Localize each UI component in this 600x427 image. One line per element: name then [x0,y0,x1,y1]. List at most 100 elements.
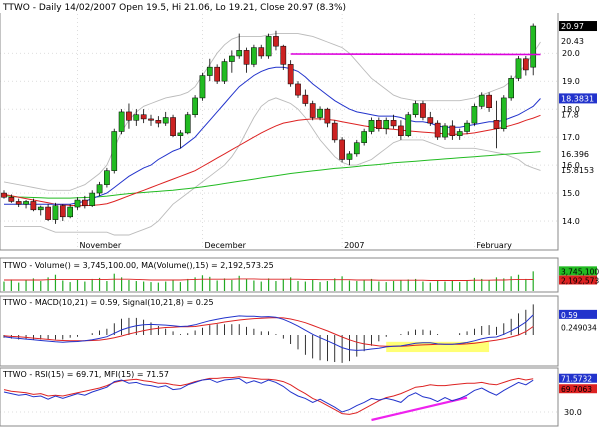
price-panel: 14.0 15.0 16.0 17.0 18.0 19.0 20.0 November Dec… [0,0,597,251]
candle-body [515,58,522,79]
macd-value-label: 0.59 [561,311,578,320]
candle-body [331,122,338,141]
candle-body [339,139,345,160]
price-info: Daily 14/02/2007 Open 19.5, Hi 21.06, Lo… [39,3,346,13]
rsi-value-label: 69.7063 [561,385,592,394]
candle-body [493,120,500,129]
candle-body [295,83,301,96]
mfi-label-bg [559,373,597,383]
candle-body [170,117,176,136]
candle-body [243,50,250,65]
rsi-divergence-segment [371,396,468,422]
price-tick-label: 19.0 [562,77,580,86]
candle-body [229,55,235,62]
candle-body [361,131,367,143]
candle-body [104,170,110,185]
price-value-labels: 20.97 20.43 18.3831 17.8 16.396 15.8153 [559,21,597,175]
macd-panel: 0.59 0.249034 TTWO - MACD(10,21) = 0.59, … [0,295,597,367]
candle-body [405,114,412,136]
price-tick-label: 14.0 [562,217,580,226]
price-tick-label: 20.0 [562,49,580,58]
candle-body [133,114,140,121]
candle-body [214,66,221,82]
candlesticks [1,23,537,224]
candle-body [464,122,470,132]
value-label-bg [559,93,597,104]
x-axis-label: 2007 [344,241,364,250]
bollinger-upper-line [3,33,541,191]
value-label: 18.3831 [561,94,594,103]
price-tick-label: 18.0 [562,105,580,114]
x-axis-label: December [204,241,246,250]
candle-body [530,25,537,68]
candle-body [67,206,74,218]
x-axis-label: November [80,241,122,250]
rsi-title: TTWO - RSI(15) = 69.71, MFI(15) = 71.57 [2,370,169,379]
candle-body [206,66,213,76]
volume-ma-label-bg [559,275,597,285]
bollinger-bands [3,33,541,236]
candle-body [45,206,51,220]
candle-body [478,94,485,107]
candle-body [420,103,426,118]
candle-body [236,50,243,57]
candle-body [192,97,198,115]
candle-body [508,78,514,99]
resistance-line [290,53,541,56]
candle-body [59,205,66,218]
candle-body [37,206,44,211]
candle-body [199,75,206,99]
macd-highlight-box [386,341,490,353]
value-label: 15.8153 [561,166,594,175]
candle-body [346,153,353,160]
value-label-bg [559,21,597,32]
macd-title: TTWO - MACD(10,21) = 0.59, Signal(10,21,… [2,298,214,307]
candle-body [317,108,323,118]
candle-body [302,94,309,104]
candle-body [287,64,294,85]
rsi-line [3,377,534,413]
candle-body [8,196,15,202]
rsi-label-bg [559,384,597,394]
candle-body [486,94,492,108]
candle-body [500,97,507,129]
value-label: 20.97 [561,22,584,31]
candle-body [390,120,397,127]
price-tick-label: 16.0 [562,161,580,170]
rsi-mfi-lines [3,376,534,415]
price-axis: 14.0 15.0 16.0 17.0 18.0 19.0 20.0 [562,49,580,226]
candle-body [15,201,22,205]
rsi-tick-label: 30.0 [564,408,582,417]
resistance-line-segment [290,53,541,56]
candle-body [148,118,154,121]
price-header: TTWO - Daily 14/02/2007 Open 19.5, Hi 21… [2,3,346,13]
macd-histogram [3,304,534,363]
candle-body [398,125,404,136]
candle-body [353,142,360,155]
macd-label-bg [559,309,597,319]
x-axis-label: February [476,241,512,250]
candle-body [155,120,162,124]
candle-body [265,36,272,57]
candle-body [523,58,529,71]
candle-body [471,106,478,124]
candle-body [52,205,59,220]
candle-body [368,120,375,132]
candle-body [434,122,441,138]
candle-body [74,199,81,208]
candle-body [30,201,37,211]
candle-body [23,201,29,205]
macd-line [3,314,534,351]
candle-body [442,125,448,138]
candle-body [251,47,257,65]
candle-body [383,120,390,129]
macd-lines [3,314,534,351]
volume-title: TTWO - Volume() = 3,745,100.00, MA(Volum… [2,261,274,270]
price-tick-label: 15.0 [562,189,580,198]
rsi-axis: 30.0 [0,408,582,417]
candle-body [221,61,228,82]
